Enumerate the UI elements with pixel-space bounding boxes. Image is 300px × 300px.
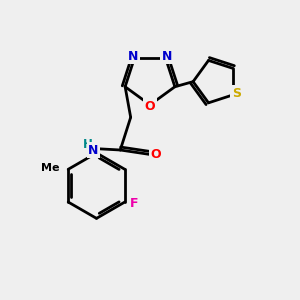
Text: Me: Me bbox=[41, 163, 60, 173]
Text: S: S bbox=[232, 87, 241, 100]
Text: O: O bbox=[151, 148, 161, 161]
Text: F: F bbox=[130, 197, 139, 210]
Text: H: H bbox=[83, 138, 93, 151]
Text: N: N bbox=[128, 50, 138, 62]
Text: N: N bbox=[162, 50, 172, 62]
Text: Me: Me bbox=[41, 163, 60, 173]
Text: O: O bbox=[145, 100, 155, 113]
Text: N: N bbox=[88, 143, 99, 157]
